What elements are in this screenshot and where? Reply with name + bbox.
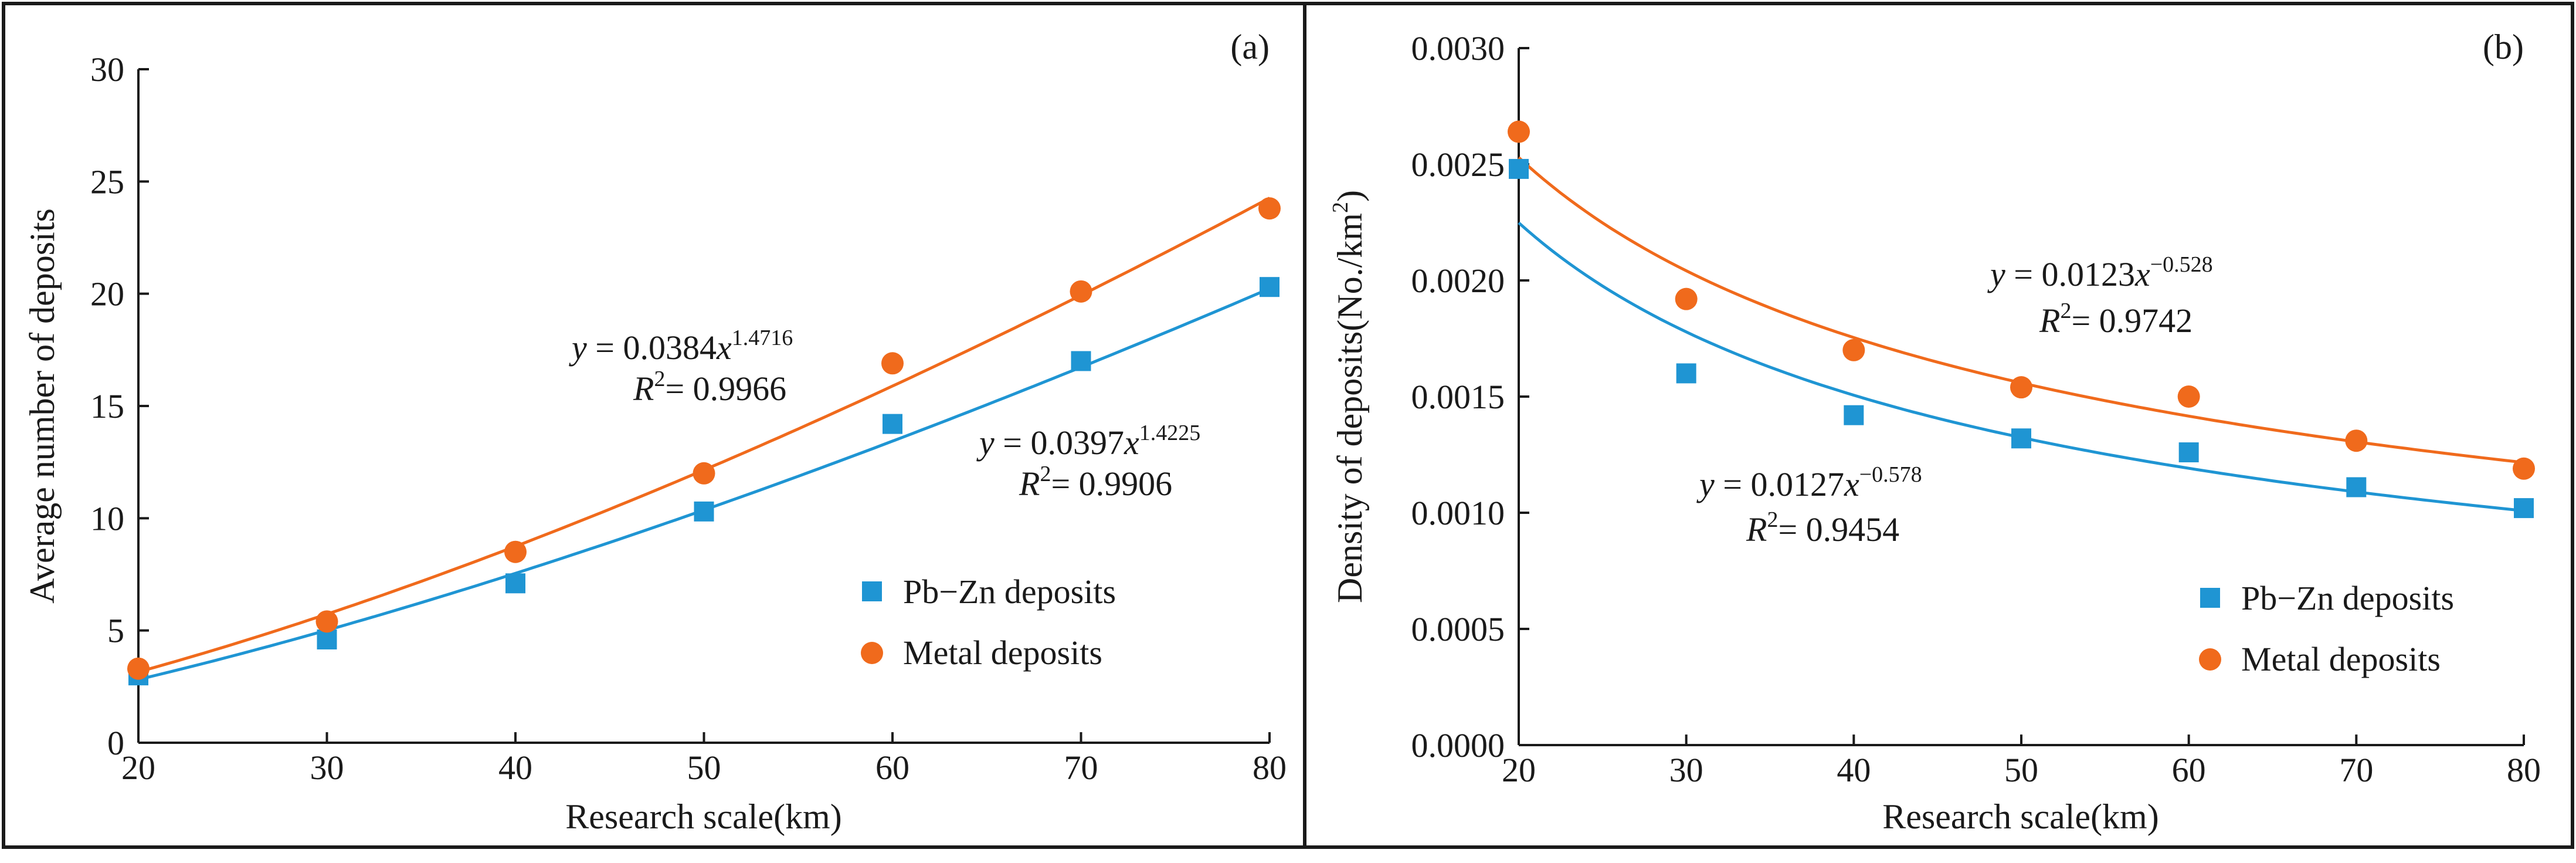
panel-b-legend-metal-marker <box>2199 648 2221 671</box>
panel-b-metal-point <box>1675 287 1698 310</box>
panel-b-y-axis-title: Density of deposits(No./km2) <box>1328 190 1369 603</box>
panel-b-metal-r2: R2= 0.9742 <box>2039 299 2193 340</box>
panel-b-x-tick-label: 70 <box>2339 751 2373 789</box>
panel-b-pbzn-point <box>2346 477 2367 498</box>
panel-a-metal-point <box>881 352 904 375</box>
panel-a-metal-point <box>1258 197 1281 220</box>
panel-b-metal-point <box>2010 376 2032 399</box>
panel-a-y-ticks: 0 5 10 15 20 25 30 <box>90 50 149 762</box>
panel-b-pbzn-equation: y = 0.0127x−0.578 <box>1696 462 1922 503</box>
panel-b-y-ticks: 0.0000 0.0005 0.0010 0.0015 0.0020 0.0025 0.00… <box>1411 29 1529 764</box>
panel-a-x-axis-title: Research scale(km) <box>565 797 841 836</box>
panel-a-pbzn-r2: R2= 0.9906 <box>1019 462 1172 503</box>
panel-b-label: (b) <box>2483 28 2524 66</box>
panel-b-y-tick-label: 0.0015 <box>1411 378 1505 416</box>
panel-b-y-tick-label: 0.0010 <box>1411 494 1505 532</box>
panel-b-metal-point <box>2513 457 2535 480</box>
panel-a-x-tick-label: 20 <box>121 749 155 787</box>
panel-b: 0.0000 0.0005 0.0010 0.0015 0.0020 0.0025 0.00… <box>1328 28 2541 836</box>
panel-a-pbzn-point <box>1260 277 1279 297</box>
panel-b-x-tick-label: 40 <box>1837 751 1871 789</box>
panel-b-legend-metal-label: Metal deposits <box>2241 640 2441 678</box>
panel-a-pbzn-point <box>694 501 714 522</box>
panel-a-legend-pbzn-marker <box>862 581 882 601</box>
panel-a-y-tick-label: 0 <box>107 724 124 762</box>
panel-a-metal-point <box>504 540 527 563</box>
panel-b-metal-point <box>2345 429 2368 452</box>
panel-b-x-tick-label: 50 <box>2004 751 2038 789</box>
panel-a-pbzn-point <box>317 629 337 649</box>
panel-a-x-tick-label: 70 <box>1064 749 1098 787</box>
panel-b-fit-curves <box>1518 156 2524 512</box>
panel-b-pbzn-point <box>1844 405 1864 425</box>
panel-a-y-tick-label: 30 <box>90 50 124 89</box>
panel-a-y-tick-label: 15 <box>90 387 124 425</box>
panel-b-y-tick-label: 0.0025 <box>1411 145 1505 184</box>
panel-b-pbzn-point <box>1509 158 1529 179</box>
panel-a-y-tick-label: 20 <box>90 275 124 313</box>
panel-a-y-tick-label: 25 <box>90 163 124 201</box>
panel-a-legend-metal-marker <box>861 642 883 664</box>
panel-b-pbzn-point <box>1676 363 1696 384</box>
panel-b-metal-point <box>1508 120 1530 143</box>
panel-a-x-ticks: 20 30 40 50 60 70 80 <box>121 732 1287 787</box>
panel-a-pbzn-point <box>883 414 902 434</box>
panel-b-pbzn-point <box>2514 498 2534 519</box>
panel-b-x-tick-label: 80 <box>2507 751 2541 789</box>
panel-b-points <box>1508 120 2535 519</box>
panel-b-legend: Pb−Zn deposits Metal deposits <box>2199 579 2454 678</box>
panel-a-metal-r2: R2= 0.9966 <box>633 367 786 408</box>
panel-b-metal-fit-curve <box>1518 156 2524 464</box>
figure-border <box>2 2 2574 849</box>
panel-a-x-tick-label: 30 <box>310 749 344 787</box>
panel-b-y-tick-label: 0.0030 <box>1411 29 1505 67</box>
panel-b-pbzn-r2: R2= 0.9454 <box>1746 507 1899 549</box>
panel-b-y-tick-label: 0.0005 <box>1411 610 1505 648</box>
panel-b-pbzn-point <box>2178 442 2199 463</box>
panel-a-metal-point <box>693 462 715 485</box>
panel-a-points <box>127 197 1281 686</box>
panel-a-legend-metal-label: Metal deposits <box>903 634 1102 672</box>
panel-a-label: (a) <box>1230 28 1270 66</box>
panel-a-metal-point <box>1070 280 1092 303</box>
panel-a-pbzn-equation: y = 0.0397x1.4225 <box>976 421 1200 462</box>
panel-a-y-tick-label: 10 <box>90 499 124 537</box>
panel-a-legend: Pb−Zn deposits Metal deposits <box>861 573 1116 672</box>
panel-a-pbzn-point <box>505 573 525 594</box>
panel-b-metal-point <box>1842 339 1865 361</box>
panel-a-metal-equation: y = 0.0384x1.4716 <box>569 326 793 367</box>
panel-a-metal-point <box>315 610 338 633</box>
panel-a-metal-point <box>127 657 150 680</box>
panel-b-y-tick-label: 0.0020 <box>1411 262 1505 300</box>
panel-a-x-tick-label: 50 <box>687 749 721 787</box>
panel-b-legend-pbzn-marker <box>2200 588 2220 608</box>
panel-a-x-tick-label: 40 <box>498 749 532 787</box>
panel-b-metal-equation: y = 0.0123x−0.528 <box>1987 252 2213 293</box>
panel-b-legend-pbzn-label: Pb−Zn deposits <box>2241 579 2454 617</box>
panel-a-y-tick-label: 5 <box>107 612 124 650</box>
panel-a-pbzn-point <box>1071 351 1091 371</box>
panel-b-metal-point <box>2177 385 2200 408</box>
panel-a-x-tick-label: 80 <box>1253 749 1287 787</box>
panel-a: 0 5 10 15 20 25 30 20 30 40 50 60 70 80 (a) Research… <box>23 28 1287 836</box>
panel-b-pbzn-point <box>2011 428 2031 449</box>
panel-b-y-tick-label: 0.0000 <box>1411 726 1505 764</box>
panel-b-x-tick-label: 20 <box>1502 751 1536 789</box>
panel-b-x-axis-title: Research scale(km) <box>1882 797 2158 836</box>
panel-a-x-tick-label: 60 <box>875 749 909 787</box>
panel-b-x-ticks: 20 30 40 50 60 70 80 <box>1502 735 2541 789</box>
panel-a-legend-pbzn-label: Pb−Zn deposits <box>903 573 1116 611</box>
panel-b-x-tick-label: 60 <box>2172 751 2206 789</box>
panel-a-y-axis-title: Average number of deposits <box>23 208 62 604</box>
panel-b-x-tick-label: 30 <box>1669 751 1703 789</box>
